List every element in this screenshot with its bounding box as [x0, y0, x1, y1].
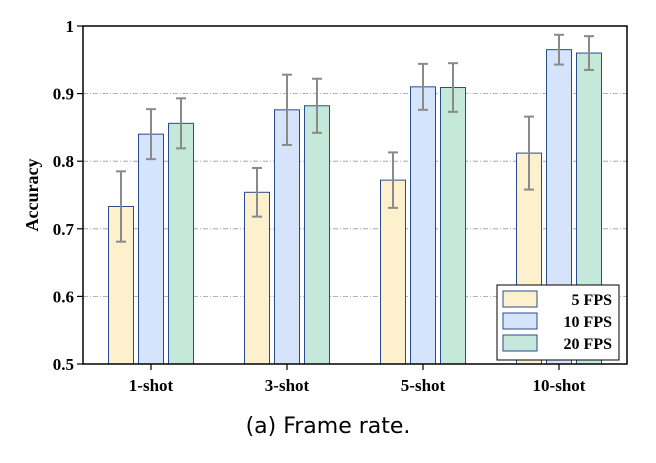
legend-swatch [502, 334, 538, 352]
bar [304, 105, 330, 365]
legend-label: 20 FPS [564, 336, 613, 353]
plot-frame [82, 25, 628, 365]
y-tick-label: 0.8 [53, 152, 74, 171]
y-tick-label: 0.7 [53, 220, 75, 239]
legend-swatch [502, 290, 538, 308]
y-axis-ticks: 0.5 0.6 0.7 0.8 0.9 1 [53, 17, 83, 374]
bar [380, 179, 406, 365]
x-tick-label: 3-shot [265, 376, 310, 395]
x-tick-label: 10-shot [533, 376, 586, 395]
y-tick-label: 0.5 [53, 355, 74, 374]
y-tick-label: 0.6 [53, 287, 74, 306]
bar [244, 191, 270, 365]
bar [410, 86, 436, 365]
legend-label: 10 FPS [564, 314, 613, 331]
figure-caption: (a) Frame rate. [245, 414, 411, 439]
x-tick-label: 5-shot [401, 376, 446, 395]
legend: 5 FPS 10 FPS 20 FPS [496, 284, 620, 361]
bar [440, 87, 466, 365]
x-axis-ticks: 1-shot 3-shot 5-shot 10-shot [129, 364, 586, 395]
bar [138, 133, 164, 365]
grid-lines [83, 93, 627, 297]
legend-swatch [502, 312, 538, 330]
y-tick-label: 0.9 [53, 85, 74, 104]
bar [168, 122, 194, 365]
error-bars-group [116, 33, 594, 243]
legend-label: 5 FPS [572, 292, 613, 309]
x-tick-label: 1-shot [129, 376, 174, 395]
accuracy-bar-chart: 0.5 0.6 0.7 0.8 0.9 1 1-shot 3-shot 5-shot 10-sh… [22, 17, 628, 395]
y-tick-label: 1 [66, 17, 75, 36]
y-axis-label: Accuracy [22, 159, 42, 232]
bar [274, 109, 300, 365]
